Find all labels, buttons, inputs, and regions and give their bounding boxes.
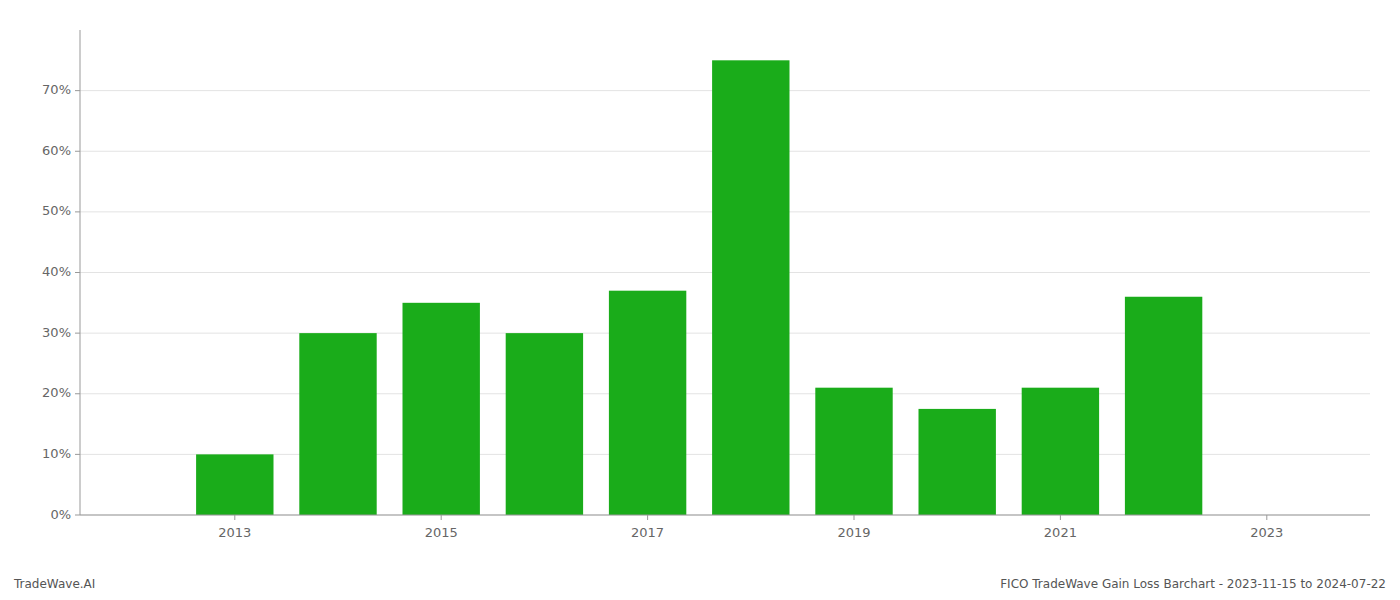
bar: [196, 454, 273, 515]
chart-svg: 0%10%20%30%40%50%60%70%20132015201720192…: [0, 0, 1400, 600]
bar: [1022, 388, 1099, 515]
x-tick-label: 2023: [1250, 525, 1283, 540]
x-tick: [1060, 515, 1061, 520]
y-tick-label: 30%: [42, 325, 71, 340]
y-tick: [75, 211, 80, 212]
bar: [712, 60, 789, 515]
bar: [609, 291, 686, 515]
y-tick: [75, 272, 80, 273]
x-tick: [854, 515, 855, 520]
y-tick-label: 20%: [42, 385, 71, 400]
x-tick-label: 2021: [1044, 525, 1077, 540]
y-tick: [75, 393, 80, 394]
x-tick: [441, 515, 442, 520]
y-tick-label: 10%: [42, 446, 71, 461]
y-tick-label: 50%: [42, 203, 71, 218]
grid-line: [80, 515, 1370, 516]
y-tick: [75, 515, 80, 516]
y-tick: [75, 151, 80, 152]
bar: [815, 388, 892, 515]
x-tick: [1266, 515, 1267, 520]
y-tick: [75, 454, 80, 455]
x-axis: 2013 2015 2017 2019 2021 2023: [218, 515, 1283, 540]
bars: [196, 60, 1202, 515]
x-tick-label: 2013: [218, 525, 251, 540]
y-axis: 0% 10% 20% 30% 40% 50% 60% 70%: [42, 82, 80, 521]
chart-container: 0%10%20%30%40%50%60%70%20132015201720192…: [0, 0, 1400, 600]
bar: [1125, 297, 1202, 515]
bar: [919, 409, 996, 515]
y-tick-label: 0%: [50, 507, 71, 522]
x-tick-label: 2019: [837, 525, 870, 540]
y-tick: [75, 333, 80, 334]
y-tick: [75, 90, 80, 91]
x-axis-line: [80, 515, 1370, 516]
y-tick-label: 40%: [42, 264, 71, 279]
x-tick-label: 2015: [425, 525, 458, 540]
x-tick: [647, 515, 648, 520]
x-tick: [234, 515, 235, 520]
x-tick-label: 2017: [631, 525, 664, 540]
title: FICO TradeWave Gain Loss Barchart - 2023…: [1000, 577, 1386, 591]
bar: [506, 333, 583, 515]
y-tick-label: 70%: [42, 82, 71, 97]
y-tick-label: 60%: [42, 143, 71, 158]
bar: [403, 303, 480, 515]
bar: [299, 333, 376, 515]
watermark: TradeWave.AI: [13, 577, 95, 591]
y-axis-line: [80, 30, 81, 515]
